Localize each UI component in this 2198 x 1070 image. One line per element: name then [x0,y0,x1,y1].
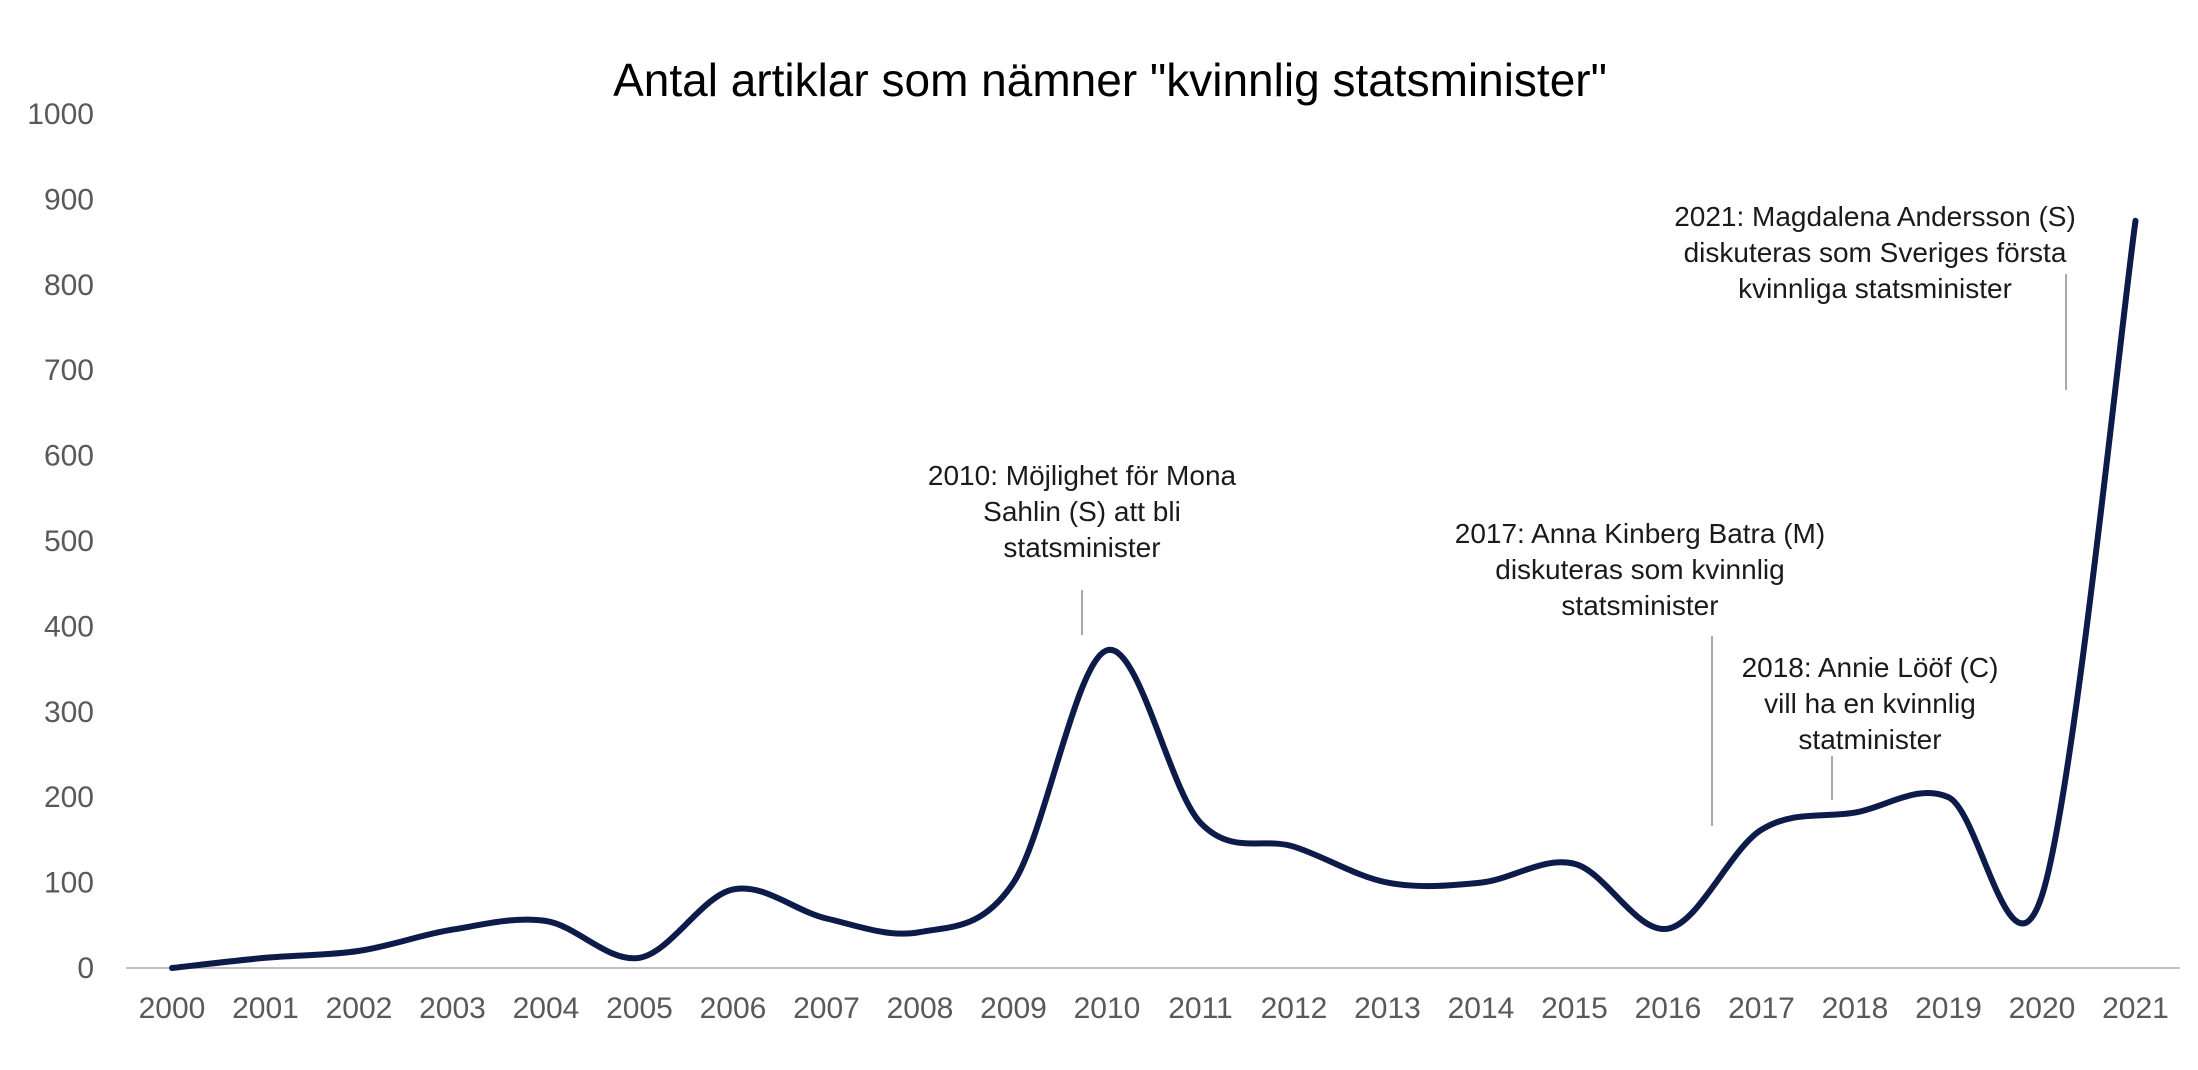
annotation-layer: 2010: Möjlighet för Mona Sahlin (S) att b… [928,201,2076,826]
x-tick-label: 2015 [1541,992,1608,1025]
x-tick-label: 2010 [1074,992,1141,1025]
x-tick-label: 2014 [1448,992,1515,1025]
y-tick-label: 600 [44,440,94,473]
x-tick-label: 2018 [1822,992,1889,1025]
y-tick-label: 700 [44,354,94,387]
x-tick-label: 2004 [513,992,580,1025]
data-point [1666,926,1670,931]
annotation-text: 2018: Annie Lööf (C) [1742,652,1999,683]
y-tick-label: 0 [77,952,94,985]
data-point [824,916,829,921]
x-axis: 2000 2001 2002 2003 2004 2005 2006 2007 2008 2009… [126,967,2180,1025]
annotation-text: statsminister [1561,590,1718,621]
x-tick-label: 2005 [606,992,673,1025]
data-point [1385,880,1390,885]
data-point [263,955,268,960]
y-tick-label: 900 [44,183,94,216]
annotation-text: 2010: Möjlighet för Mona [928,460,1237,491]
data-point [1011,880,1016,885]
x-tick-label: 2017 [1728,992,1795,1025]
y-tick-label: 1000 [27,98,94,131]
annotation-text: diskuteras som kvinnlig [1495,554,1784,585]
data-point [450,927,455,932]
annotation-text: statminister [1798,724,1941,755]
x-tick-label: 2011 [1168,992,1233,1025]
x-tick-label: 2000 [139,992,206,1025]
data-point [170,966,174,970]
data-point [637,955,642,960]
y-tick-label: 500 [44,525,94,558]
x-tick-label: 2013 [1354,992,1421,1025]
data-point [2133,218,2138,223]
data-point [731,887,735,892]
y-tick-label: 400 [44,610,94,643]
x-tick-label: 2007 [793,992,860,1025]
y-tick-label: 100 [44,867,94,900]
data-point [1479,880,1483,885]
data-point [1105,648,1109,653]
y-tick-label: 800 [44,269,94,302]
annotation-text: kvinnliga statsminister [1738,273,2012,304]
data-point [1292,844,1296,849]
y-tick-label: 200 [44,781,94,814]
x-tick-label: 2021 [2102,992,2169,1025]
annotation-text: statsminister [1003,532,1160,563]
series-layer [169,217,2139,971]
x-tick-label: 2001 [232,992,299,1025]
data-point [1572,861,1577,866]
data-point [2040,893,2044,898]
x-tick-label: 2009 [980,992,1047,1025]
data-point [1759,827,1764,832]
data-point [357,948,361,953]
x-tick-label: 2003 [419,992,486,1025]
data-point [918,930,922,935]
chart-title: Antal artiklar som nämner "kvinnlig stat… [613,54,1607,106]
x-tick-label: 2006 [700,992,767,1025]
x-tick-label: 2016 [1635,992,1702,1025]
data-point [544,919,548,924]
annotation-text: diskuteras som Sveriges första [1684,237,2067,268]
data-point [1853,810,1857,815]
annotation-text: 2021: Magdalena Andersson (S) [1674,201,2076,232]
x-tick-label: 2008 [887,992,954,1025]
annotation-text: 2017: Anna Kinberg Batra (M) [1455,518,1825,549]
x-tick-label: 2020 [2009,992,2076,1025]
data-point [1198,820,1203,825]
x-tick-label: 2012 [1261,992,1328,1025]
annotation-text: Sahlin (S) att bli [983,496,1181,527]
y-axis: 0 100 200 300 400 500 600 700 800 900 1000 [27,98,94,985]
x-tick-label: 2002 [326,992,393,1025]
y-tick-label: 300 [44,696,94,729]
data-point [1946,795,1951,800]
x-tick-label: 2019 [1915,992,1982,1025]
series-line [169,217,2139,971]
annotation-text: vill ha en kvinnlig [1764,688,1976,719]
